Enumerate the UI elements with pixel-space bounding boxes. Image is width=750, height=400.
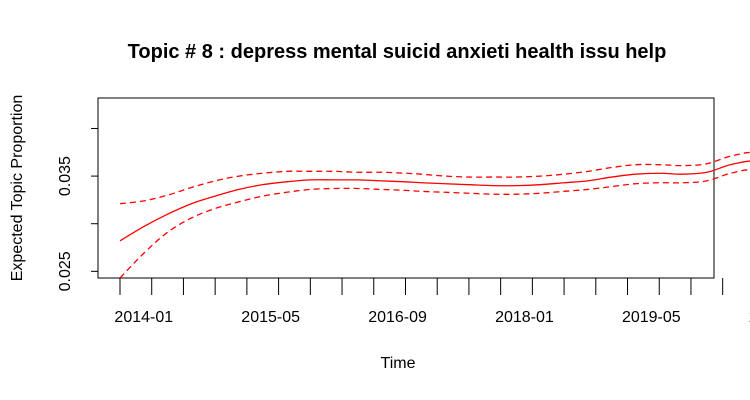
y-axis-label: Expected Topic Proportion — [9, 95, 26, 281]
x-tick-label: 2020-09 — [749, 309, 750, 326]
x-tick-label: 2018-01 — [495, 309, 554, 326]
x-tick-label: 2014-01 — [114, 309, 173, 326]
x-axis: 2014-01 2015-05 2016-09 2018-01 2019-05 2020-… — [114, 278, 750, 326]
chart-title: Topic # 8 : depress mental suicid anxiet… — [128, 41, 667, 63]
y-tick-label: 0.035 — [57, 156, 74, 196]
x-tick-label: 2019-05 — [622, 309, 681, 326]
series-line-estimate — [119, 160, 750, 242]
y-tick-label: 0.025 — [57, 251, 74, 291]
y-axis: 0.025 0.035 — [57, 127, 98, 291]
series-line-lower-ci — [119, 168, 750, 279]
plot-frame — [97, 97, 715, 279]
x-axis-label: Time — [381, 355, 416, 372]
x-tick-label: 2016-09 — [368, 309, 427, 326]
x-tick-label: 2015-05 — [241, 309, 300, 326]
series-group — [119, 151, 750, 279]
series-line-upper-ci — [119, 151, 750, 205]
